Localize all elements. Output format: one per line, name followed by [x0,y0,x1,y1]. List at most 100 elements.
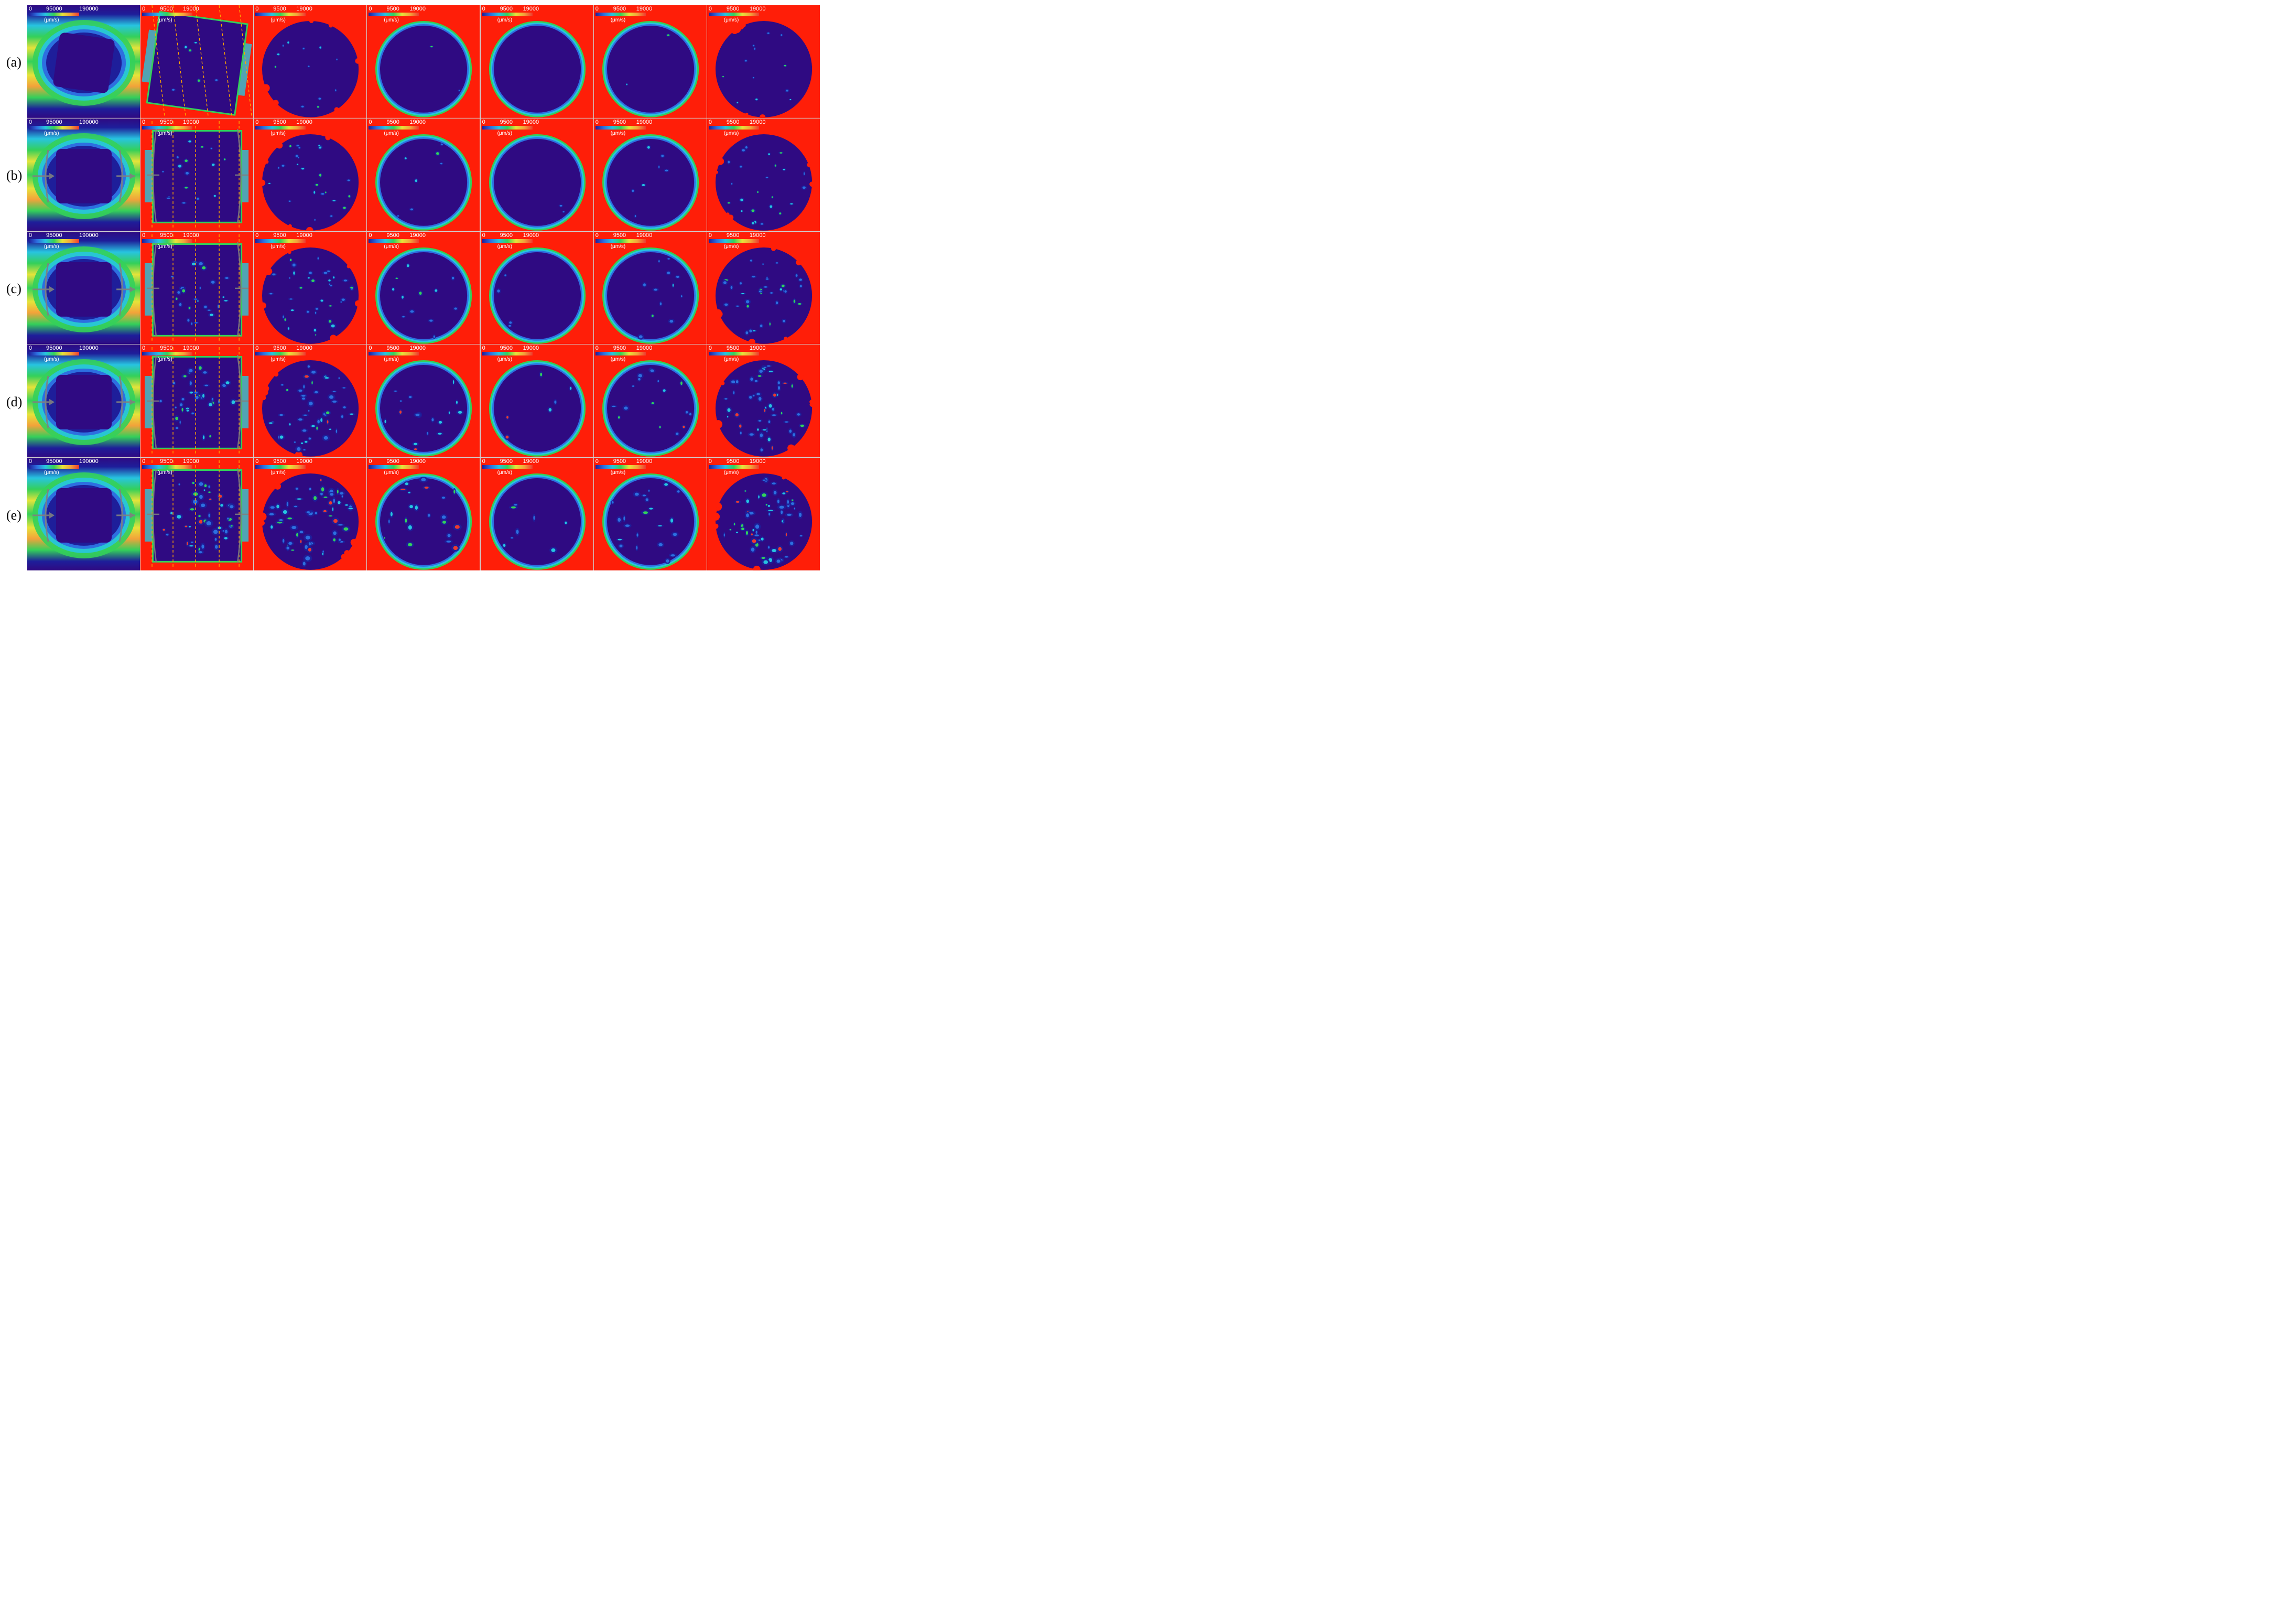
colorbar-tick-label: 9500 [386,118,399,125]
velocity-blobs [267,364,355,453]
velocity-blob-core [750,259,752,262]
velocity-blobs [429,45,461,92]
colorbar-unit: (μm/s) [157,357,172,363]
velocity-blob-core [297,498,302,500]
colorbar-unit: (μm/s) [610,130,626,136]
edge-notch [716,506,719,510]
velocity-blob-core [741,293,745,294]
velocity-blob-core [754,380,758,382]
velocity-blob-core [787,500,789,504]
velocity-blobs [383,477,462,552]
velocity-blob-core [504,274,506,276]
velocity-blob-core [178,164,182,168]
colorbar: 0 9500 19000 (μm/s) [140,458,199,479]
velocity-blob-core [296,533,299,537]
colorbar-tick-label: 0 [369,6,372,12]
velocity-blob-core [287,41,289,44]
edge-notch [329,23,333,28]
velocity-blob-core [410,208,414,211]
colorbar-unit: (μm/s) [723,357,739,363]
flow-arrow-left [152,468,157,563]
flow-arrow-left [152,128,157,223]
colorbar-unit: (μm/s) [44,130,59,136]
colorbar-tick-label: 0 [255,345,259,352]
sample-disk [607,138,694,226]
velocity-blob-core [330,215,333,217]
velocity-blob-core [459,90,460,92]
colorbar-tick-label: 9500 [273,6,286,12]
panel-a-4: 0 9500 19000 (μm/s) [367,5,480,118]
velocity-blob-core [394,391,397,392]
colorbar-tick-label: 19000 [523,118,539,125]
flow-arrows [147,355,249,450]
velocity-blob-core [453,380,454,384]
sample-section [154,244,241,335]
colorbar: 0 9500 19000 (μm/s) [140,344,199,365]
edge-notch [725,212,730,217]
velocity-blob-core [298,156,299,158]
edge-notch [809,400,814,404]
colorbar-tick-label: 190000 [79,232,99,239]
velocity-blob-core [325,191,327,193]
colorbar-gradient [142,13,193,16]
colorbar-gradient [29,125,79,130]
velocity-blob-core [740,198,743,201]
row-label: (d) [6,394,23,409]
colorbar-gradient [595,125,646,130]
velocity-blob-core [199,494,203,499]
velocity-blob-core [309,488,311,491]
edge-notch [350,538,358,546]
velocity-blob-core [438,433,442,435]
velocity-blob-core [619,544,623,548]
colorbar-unit: (μm/s) [384,130,399,136]
colorbar-gradient [595,239,646,243]
velocity-blob-core [767,546,770,549]
colorbar-tick-label: 9500 [500,458,513,465]
panel-b-1: 0 95000 190000 (μm/s) [27,118,140,231]
velocity-map [367,458,480,570]
velocity-blob-core [791,384,793,388]
colorbar: 0 9500 19000 (μm/s) [367,118,426,139]
colorbar-tick-label: 0 [142,345,146,352]
velocity-blob-core [768,153,770,155]
velocity-blob-core [559,204,562,207]
velocity-blob-core [329,395,334,400]
sample-disk [715,134,812,231]
velocity-blob-core [682,426,685,428]
velocity-blob-core [197,300,199,302]
velocity-blob-core [290,258,292,261]
colorbar-tick-label: 0 [255,118,259,125]
colorbar: 0 9500 19000 (μm/s) [594,5,652,26]
velocity-blob-core [760,223,763,225]
velocity-blob-core [539,373,542,377]
velocity-blob-core [167,197,170,199]
velocity-blob-core [202,394,205,398]
velocity-blob-core [618,518,621,522]
colorbar: 0 9500 19000 (μm/s) [140,5,199,26]
velocity-blob-core [408,491,411,494]
velocity-blob-core [225,381,230,385]
velocity-blob-core [777,499,779,503]
velocity-blob-core [760,324,763,327]
velocity-map [27,344,140,458]
sample-disk [493,138,581,226]
colorbar: 0 9500 19000 (μm/s) [367,5,426,26]
edge-notch [742,23,746,27]
velocity-blobs [631,145,669,218]
colorbar-gradient [142,352,193,356]
velocity-blob-core [305,441,308,444]
velocity-blob-core [429,319,433,322]
velocity-blob-core [431,418,434,422]
velocity-blob-core [224,537,228,540]
velocity-blob-core [189,392,193,394]
velocity-blobs [391,263,459,339]
colorbar-gradient [482,352,533,356]
velocity-blobs [727,145,807,225]
velocity-blobs [625,33,670,86]
velocity-blob-core [332,401,337,403]
colorbar-unit: (μm/s) [610,357,626,363]
velocity-blob-core [754,534,759,536]
colorbar-tick-label: 0 [369,232,372,239]
velocity-blob-core [761,537,764,541]
velocity-blob-core [294,505,298,508]
